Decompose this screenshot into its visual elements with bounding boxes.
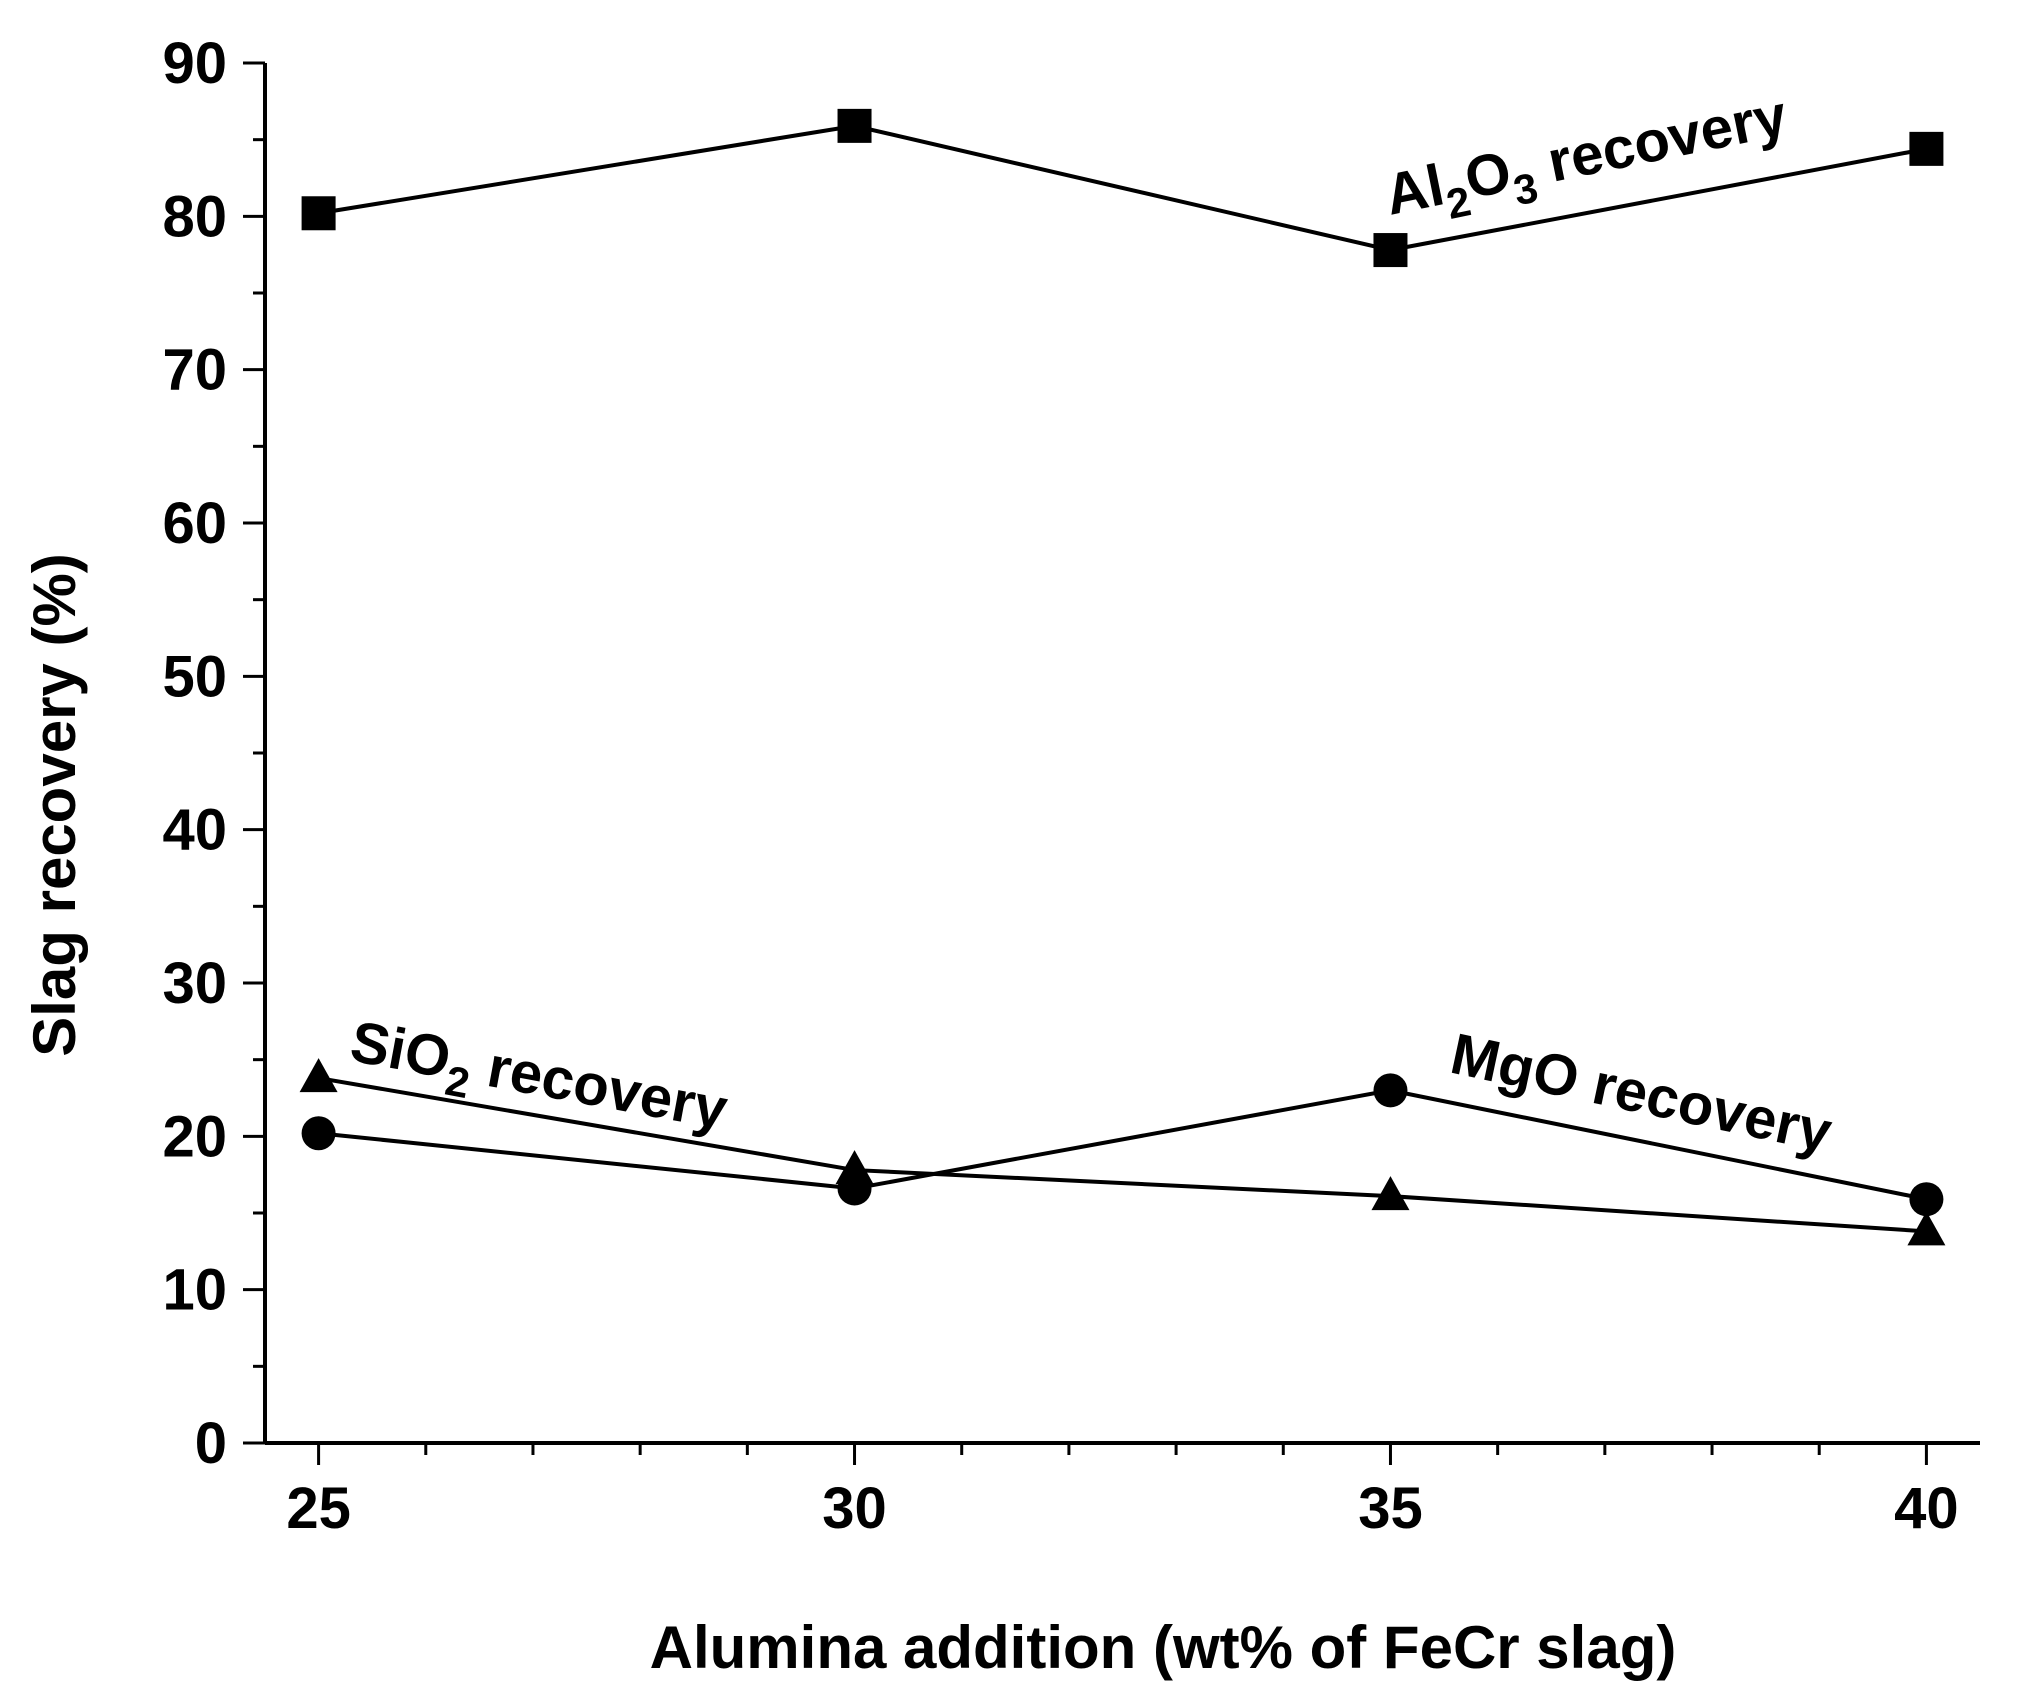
y-tick-label: 80: [162, 184, 227, 249]
series-line-1: [318, 1076, 1927, 1234]
y-tick-label: 30: [162, 951, 227, 1016]
x-axis-title: Alumina addition (wt% of FeCr slag): [650, 1614, 1677, 1681]
square-marker: [301, 196, 336, 231]
y-tick-label: 60: [162, 491, 227, 556]
x-tick-label: 35: [1358, 1476, 1423, 1541]
series-line-2: [318, 1088, 1927, 1202]
y-axis-title: Slag recovery (%): [21, 553, 88, 1057]
x-tick-label: 25: [286, 1476, 351, 1541]
circle-marker: [1373, 1073, 1408, 1108]
series-line-0: [318, 123, 1927, 253]
circle-marker: [1909, 1182, 1944, 1217]
square-marker: [1373, 233, 1408, 268]
series-label-sio2: SiO2 recovery: [343, 1009, 732, 1154]
triangle-marker: [1907, 1211, 1946, 1246]
y-tick-label: 40: [162, 798, 227, 863]
tick-group: 0 10 20 30 40 50 60 70 80 90 25 30 35 40: [162, 31, 1958, 1541]
series-label-mgo: MgO recovery: [1445, 1021, 1837, 1165]
y-tick-label: 20: [162, 1104, 227, 1169]
y-tick-label: 0: [195, 1411, 227, 1476]
x-tick-label: 30: [822, 1476, 887, 1541]
square-marker: [837, 108, 872, 143]
x-tick-label: 40: [1894, 1476, 1959, 1541]
series-label-al2o3: Al2O3 recovery: [1380, 83, 1795, 240]
y-tick-label: 90: [162, 31, 227, 96]
y-tick-label: 10: [162, 1258, 227, 1323]
circle-marker: [301, 1116, 336, 1151]
series-group: [299, 108, 1946, 1246]
triangle-marker: [299, 1058, 338, 1093]
square-marker: [1909, 131, 1944, 166]
al2o3-label-main: Al: [1380, 152, 1450, 227]
sio2-label-main: SiO: [346, 1009, 456, 1091]
axes: [263, 63, 1980, 1445]
circle-marker: [837, 1171, 872, 1206]
y-tick-label: 50: [162, 644, 227, 709]
triangle-marker: [1371, 1176, 1410, 1211]
y-tick-label: 70: [162, 338, 227, 403]
